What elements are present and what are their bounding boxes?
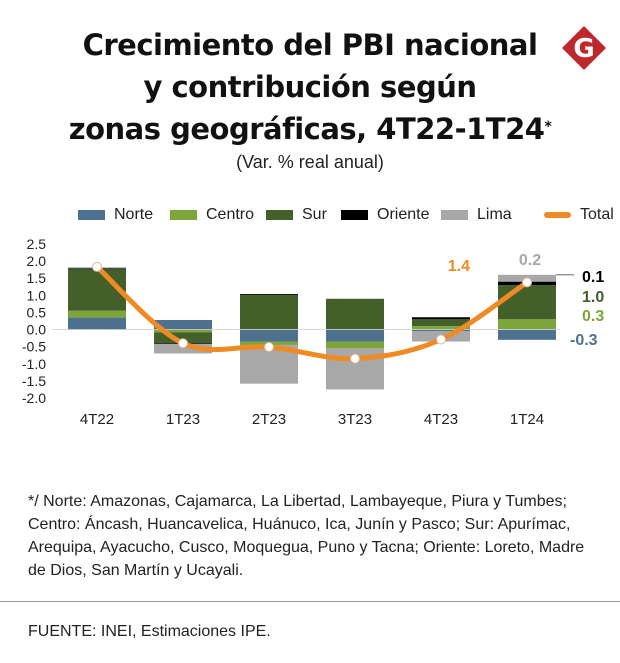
bar-oriente-2t23 [240, 293, 298, 295]
bar-sur-1t24 [498, 285, 556, 320]
x-tick-label: 4T23 [424, 411, 458, 428]
logo-letter: G [573, 34, 594, 64]
bar-oriente-4t23 [412, 317, 470, 320]
total-point [178, 338, 188, 349]
y-tick-label: 1.0 [27, 287, 47, 303]
bar-sur-3t23 [326, 298, 384, 330]
bar-norte-4t22 [68, 317, 126, 330]
legend-item-lima: Lima [441, 204, 512, 226]
legend-swatch [544, 212, 571, 218]
legend-swatch [170, 210, 197, 220]
bar-norte-1t24 [498, 329, 556, 340]
gestion-logo-icon: G [562, 26, 606, 70]
bar-centro-1t24 [498, 319, 556, 330]
title-line-3-text: zonas geográficas, 4T22-1T24 [68, 112, 545, 146]
legend-label: Norte [114, 206, 154, 223]
bar-centro-4t22 [68, 310, 126, 318]
bar-centro-3t23 [326, 341, 384, 349]
legend-swatch [341, 210, 368, 220]
title-line-2: y contribución según [143, 70, 477, 104]
logo-diamond [562, 26, 606, 70]
legend-swatch [78, 210, 105, 220]
legend-item-total: Total [544, 204, 614, 226]
bar-sur-1t23 [154, 332, 212, 344]
legend-label: Sur [302, 206, 327, 223]
y-tick-label: -0.5 [22, 339, 46, 355]
bar-centro-4t23 [412, 326, 470, 330]
total-point [264, 342, 274, 353]
chart-subtitle: (Var. % real anual) [236, 152, 384, 172]
bar-centro-1t23 [154, 329, 212, 333]
legend-label: Total [580, 206, 614, 223]
total-value-label: 1.4 [448, 258, 470, 275]
total-point [436, 334, 446, 345]
legend-item-oriente: Oriente [341, 204, 429, 226]
y-tick-label: 0.5 [27, 304, 47, 320]
total-point [92, 261, 102, 272]
bar-norte-3t23 [326, 329, 384, 342]
total-point [350, 353, 360, 364]
x-tick-label: 2T23 [252, 411, 286, 428]
title-line-3: zonas geográficas, 4T22-1T24* [20, 108, 600, 150]
chart-legend: Norte Centro Sur Oriente Lima Total [78, 204, 614, 226]
footnote: */ Norte: Amazonas, Cajamarca, La Libert… [28, 493, 585, 579]
y-tick-label: -1.0 [22, 356, 46, 372]
y-tick-label: -2.0 [22, 390, 46, 406]
norte-value-label: -0.3 [570, 332, 598, 349]
legend-item-norte: Norte [78, 204, 153, 226]
y-tick-label: 2.0 [27, 253, 47, 269]
centro-value-label: 0.3 [582, 308, 604, 325]
title-asterisk: * [544, 119, 552, 135]
bar-norte-1t23 [154, 319, 212, 330]
oriente-value-label: 0.1 [582, 269, 604, 286]
y-tick-label: 0.0 [27, 322, 47, 338]
legend-swatch [441, 210, 468, 220]
divider [0, 601, 620, 602]
sur-value-label: 1.0 [582, 289, 604, 306]
y-tick-label: 1.5 [27, 270, 47, 286]
legend-label: Lima [477, 206, 512, 223]
lima-value-label: 0.2 [519, 252, 541, 269]
y-tick-label: 2.5 [27, 236, 47, 252]
y-tick-label: -1.5 [22, 373, 46, 389]
bar-lima-1t23 [154, 343, 212, 354]
chart-title: Crecimiento del PBI nacional y contribuc… [20, 24, 600, 150]
bar-sur-2t23 [240, 294, 298, 330]
bar-norte-2t23 [240, 329, 298, 342]
x-tick-label: 3T23 [338, 411, 372, 428]
bar-sur-4t23 [412, 319, 470, 327]
title-line-1: Crecimiento del PBI nacional [82, 28, 538, 62]
legend-swatch [266, 210, 293, 220]
legend-item-centro: Centro [170, 204, 254, 226]
x-tick-label: 4T22 [80, 411, 114, 428]
total-line [94, 264, 530, 362]
bar-norte-4t23 [412, 329, 470, 332]
legend-item-sur: Sur [266, 204, 327, 226]
legend-label: Oriente [377, 206, 430, 223]
source-note: FUENTE: INEI, Estimaciones IPE. [28, 623, 271, 640]
legend-label: Centro [206, 206, 255, 223]
x-tick-label: 1T23 [166, 411, 200, 428]
x-tick-label: 1T24 [510, 411, 544, 428]
total-point [522, 277, 532, 288]
